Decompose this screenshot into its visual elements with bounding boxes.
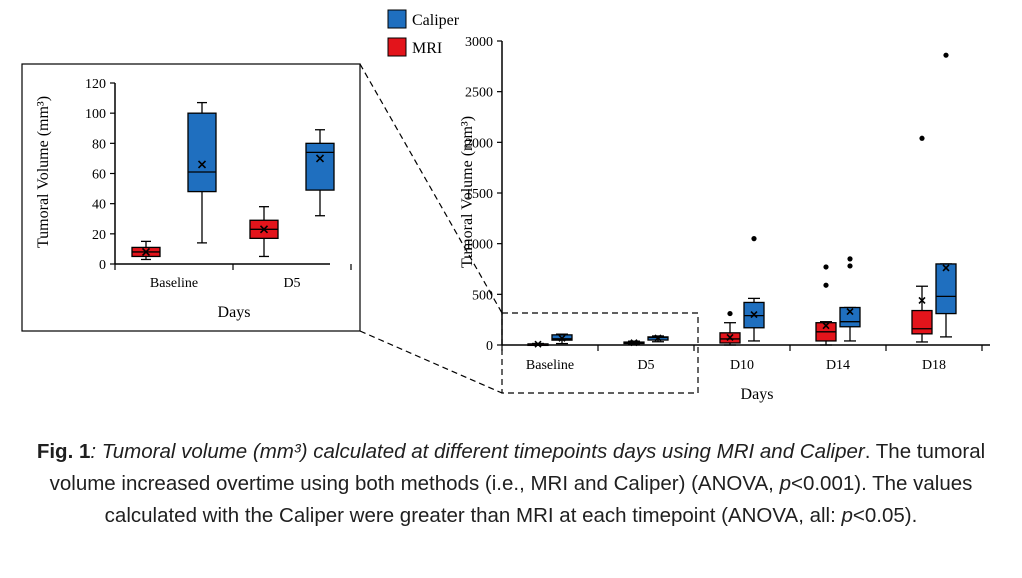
main-mri-outlier: [919, 135, 925, 141]
figure-caption: Fig. 1: Tumoral volume (mm³) calculated …: [20, 436, 1002, 532]
caption-text-3: <0.05).: [852, 504, 918, 527]
main-x-tick-label: D10: [730, 358, 754, 373]
inset-caliper-box: [187, 112, 217, 193]
main-x-tick-label: D14: [826, 358, 850, 373]
inset-x-tick-label: D5: [283, 276, 300, 291]
zoom-connector-bottom: [359, 330, 503, 394]
inset-y-tick-label: 80: [92, 137, 106, 152]
legend: Caliper MRI: [387, 9, 460, 57]
inset-frame: [21, 63, 361, 332]
main-chart: 0 500 1000 1500 2000 2500 3000 Baseline D5 D10 D14…: [465, 35, 990, 373]
inset-caliper-mean-marker: [197, 160, 207, 169]
main-y-tick-label: 1500: [465, 187, 493, 202]
legend-label-caliper: Caliper: [412, 12, 460, 29]
inset-x-axis-title: Days: [218, 304, 251, 321]
main-y-tick-label: 0: [486, 339, 493, 354]
main-caliper-outlier: [751, 236, 757, 242]
main-caliper-mean-marker: [558, 334, 566, 342]
zoom-region-box: [501, 312, 699, 394]
inset-y-tick-label: 120: [85, 77, 106, 92]
main-caliper-mean-marker: [846, 307, 854, 316]
main-mri-outlier: [823, 264, 829, 270]
main-caliper-mean-marker: [750, 311, 758, 319]
main-x-tick-label: D18: [922, 358, 946, 373]
caption-text-2: <0.001). The values calculated with the …: [104, 472, 973, 527]
main-y-tick-label: 2000: [465, 136, 493, 151]
inset-caliper-box: [305, 142, 335, 191]
main-mri-mean-marker: [630, 339, 638, 347]
main-caliper-outlier: [943, 52, 949, 58]
zoom-connector-top: [359, 63, 503, 314]
inset-mri-mean-marker: [141, 247, 151, 256]
caption-p-1: p: [779, 472, 791, 495]
caption-p-2: p: [841, 504, 853, 527]
main-caliper-outlier: [847, 256, 853, 262]
caption-title: : Tumoral volume (mm³) calculated at dif…: [90, 440, 865, 463]
inset-chart: 0 20 40 60 80 100 120 Baseline D5: [85, 77, 352, 291]
legend-swatch-mri: [387, 37, 407, 57]
main-caliper-mean-marker: [654, 334, 662, 342]
inset-caliper-mean-marker: [315, 154, 325, 163]
inset-y-tick-label: 100: [85, 107, 106, 122]
inset-y-tick-label: 20: [92, 228, 106, 243]
main-mri-mean-marker: [726, 333, 734, 341]
inset-y-tick-label: 40: [92, 198, 106, 213]
main-y-axis-title: Tumoral Volume (mm³): [459, 116, 476, 268]
inset-y-axis-title: Tumoral Volume (mm³): [35, 96, 52, 248]
main-y-tick-label: 500: [472, 288, 493, 303]
main-mri-mean-marker: [822, 322, 830, 330]
main-mri-box: [911, 309, 933, 335]
main-caliper-box: [839, 306, 861, 328]
main-mri-outlier: [823, 282, 829, 288]
main-x-axis-title: Days: [741, 386, 774, 403]
inset-y-tick-label: 0: [99, 258, 106, 273]
main-caliper-mean-marker: [942, 264, 950, 272]
main-mri-mean-marker: [534, 340, 542, 348]
main-y-tick-label: 1000: [465, 238, 493, 253]
main-caliper-box: [935, 263, 957, 315]
inset-mri-mean-marker: [259, 225, 269, 234]
main-y-tick-label: 2500: [465, 86, 493, 101]
caption-text-1: . The tumoral volume increased overtime …: [49, 440, 986, 495]
main-mri-outlier: [727, 310, 733, 317]
main-caliper-outlier: [847, 263, 853, 269]
main-y-tick-label: 3000: [465, 35, 493, 50]
main-x-tick-label: Baseline: [526, 358, 574, 373]
legend-swatch-caliper: [387, 9, 407, 29]
main-mri-mean-marker: [918, 296, 926, 304]
inset-y-tick-label: 60: [92, 168, 106, 183]
legend-label-mri: MRI: [412, 40, 442, 57]
caption-fig-label: Fig. 1: [36, 440, 91, 463]
main-x-tick-label: D5: [637, 358, 654, 373]
inset-x-tick-label: Baseline: [150, 276, 198, 291]
